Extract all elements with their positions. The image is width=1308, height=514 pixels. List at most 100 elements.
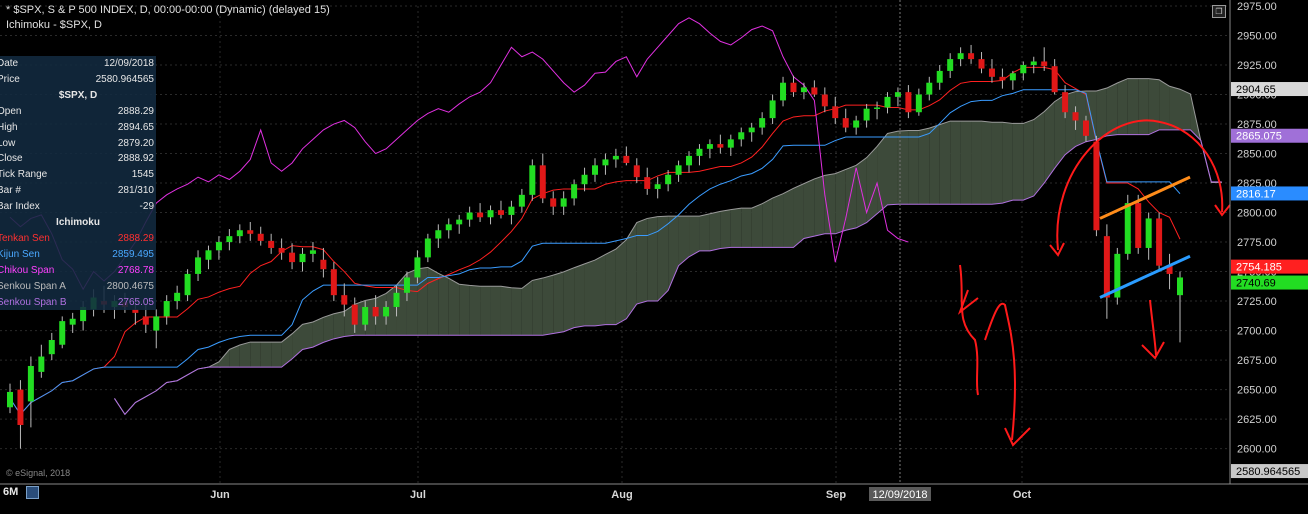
chikou-line	[9, 17, 909, 291]
price-tag	[1231, 275, 1308, 290]
arrow-head	[1141, 341, 1165, 360]
candle-down	[968, 53, 975, 60]
candle-up	[215, 242, 222, 251]
price-tag	[1231, 82, 1308, 97]
kumo-segment	[1023, 119, 1034, 201]
kumo-segment	[1002, 122, 1013, 204]
restore-icon[interactable]: ❐	[1212, 5, 1226, 18]
arrow-squiggle	[959, 264, 979, 396]
timeframe-icon[interactable]	[26, 486, 39, 499]
arrow-head	[1004, 427, 1031, 447]
candle-up	[27, 365, 34, 402]
kumo-segment	[302, 322, 313, 350]
kumo-segment	[636, 218, 648, 305]
kumo-segment	[532, 278, 543, 336]
kumo-segment	[772, 193, 784, 248]
kumo-segment	[647, 216, 658, 302]
candle-up	[1145, 218, 1152, 248]
candle-down	[132, 309, 139, 313]
y-tick-label: 2675.00	[1237, 355, 1277, 367]
candle-up	[508, 206, 515, 215]
candle-up	[738, 132, 745, 140]
candle-down	[790, 82, 797, 93]
kumo-segment	[877, 133, 888, 214]
senkou-a-row: Senkou Span A 2800.4675	[0, 280, 154, 292]
kumo-segment	[239, 342, 251, 368]
candle-down	[1082, 120, 1089, 136]
candle-up	[226, 236, 233, 243]
candle-down	[633, 165, 640, 178]
kumo-segment	[1169, 86, 1180, 130]
y-tick-label: 2600.00	[1237, 444, 1277, 456]
candle-down	[550, 198, 557, 207]
candle-up	[487, 210, 494, 218]
kumo-segment	[678, 216, 690, 266]
candle-up	[205, 250, 212, 260]
close-row: Close 2888.92	[0, 153, 154, 165]
kumo-segment	[229, 345, 240, 368]
price-tag-label: 2865.075	[1236, 131, 1282, 143]
kumo-segment	[1044, 101, 1055, 184]
candle-down	[497, 210, 504, 215]
bar-num-row: Bar #281/310	[0, 185, 154, 197]
candle-up	[602, 159, 609, 166]
candle-down	[278, 247, 285, 253]
kumo-segment	[981, 121, 992, 205]
candle-up	[403, 277, 410, 293]
arrow-head	[957, 289, 979, 315]
cursor-date-box	[869, 487, 931, 501]
candle-up	[153, 316, 160, 331]
candle-up	[915, 94, 922, 113]
candle-up	[727, 139, 734, 148]
kumo-segment	[689, 216, 700, 257]
candle-up	[560, 198, 567, 207]
senkou-b-line	[114, 129, 1222, 416]
kumo-segment	[803, 178, 815, 239]
data-window: Date 12/09/2018 Price 2580.964565 $SPX, D …	[0, 56, 156, 310]
study-title: Ichimoku - $SPX, D	[6, 19, 102, 31]
candle-up	[1020, 65, 1027, 74]
kumo-segment	[929, 124, 940, 205]
kumo-segment	[918, 128, 930, 205]
kumo-segment	[490, 286, 501, 336]
kumo-segment	[783, 188, 794, 248]
price-tag-label: 2580.964565	[1236, 466, 1300, 478]
kumo-segment	[793, 183, 804, 248]
kumo-segment	[1012, 123, 1024, 201]
candle-down	[247, 230, 254, 234]
chart-title: * $SPX, S & P 500 INDEX, D, 00:00-00:00 …	[6, 4, 330, 16]
kumo-segment	[584, 260, 595, 326]
candle-down	[289, 252, 296, 263]
kumo-segment	[1180, 89, 1191, 130]
kumo-segment	[887, 131, 898, 205]
kumo-segment	[323, 313, 334, 343]
candle-down	[142, 316, 149, 325]
kumo-segment	[939, 121, 951, 205]
high-row: High 2894.65	[0, 121, 154, 133]
candle-up	[696, 148, 703, 156]
kumo-segment	[333, 311, 345, 339]
cursor-date-label: 12/09/2018	[872, 489, 927, 501]
ichimoku-cloud	[114, 78, 1222, 416]
candle-down	[320, 259, 327, 270]
candle-down	[1093, 141, 1100, 231]
arc-annotation	[1056, 119, 1224, 251]
price-tag-label: 2740.69	[1236, 278, 1276, 290]
candle-up	[863, 108, 870, 121]
kumo-segment	[271, 342, 282, 368]
timeframe-label[interactable]: 6M	[3, 486, 19, 498]
kumo-segment	[1159, 79, 1170, 130]
kumo-segment	[699, 213, 710, 251]
candle-up	[393, 292, 400, 307]
date-row: Date 12/09/2018	[0, 58, 154, 69]
candle-up	[424, 238, 431, 258]
tenkan-line	[9, 66, 1181, 416]
candle-up	[529, 165, 536, 195]
y-tick-label: 2700.00	[1237, 326, 1277, 338]
price-tag	[1231, 259, 1308, 274]
kumo-segment	[281, 333, 293, 368]
y-tick-label: 2650.00	[1237, 385, 1277, 397]
candle-up	[800, 87, 807, 93]
candle-up	[665, 174, 672, 185]
